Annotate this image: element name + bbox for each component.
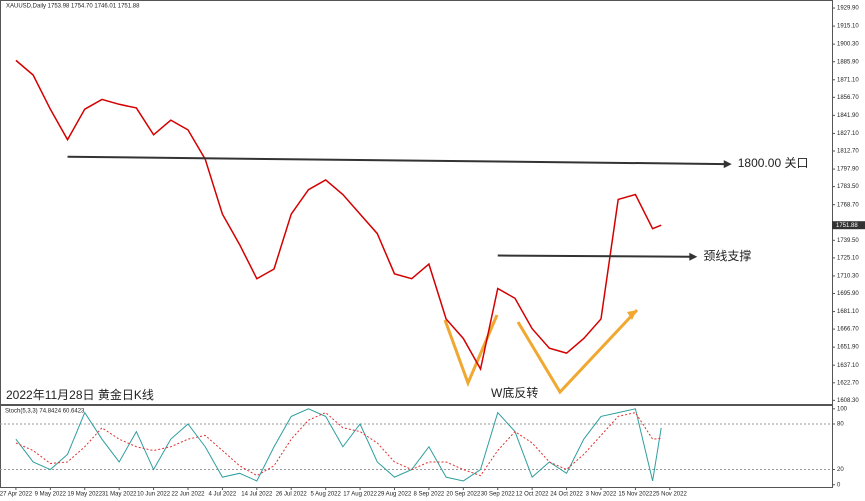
pattern-label: W底反转 (491, 385, 538, 400)
stoch-title: Stoch(5,3,3) 74.8424 60.6423 (5, 409, 85, 415)
y-tick-label: 1915.10 (837, 24, 859, 30)
w-arrowhead (627, 310, 637, 320)
y-tick-label: 1856.70 (837, 95, 859, 101)
last-price-label: 1751.88 (836, 223, 858, 229)
x-tick-label: 31 May 2022 (102, 492, 137, 498)
x-tick-label: 14 Jul 2022 (241, 492, 273, 498)
y-tick-label: 1651.90 (837, 345, 859, 351)
y-tick-label: 1929.90 (837, 6, 859, 12)
y-tick-label: 1841.90 (837, 113, 859, 119)
w-shape-right (516, 308, 639, 395)
annotation-line (67, 155, 726, 166)
stoch-panel (0, 405, 833, 488)
x-tick-label: 3 Nov 2022 (586, 492, 617, 498)
y-tick-label: 100 (837, 406, 848, 412)
y-tick-label: 0 (837, 482, 841, 488)
y-tick-label: 1666.70 (837, 327, 859, 333)
annotation-label: 1800.00 关口 (738, 156, 809, 170)
x-tick-label: 30 Sep 2022 (481, 492, 516, 498)
annotation-line (497, 254, 692, 258)
y-tick-label: 1885.90 (837, 59, 859, 65)
y-tick-label: 1812.70 (837, 149, 859, 155)
x-tick-label: 19 May 2022 (67, 492, 102, 498)
x-tick-label: 22 Jun 2022 (171, 492, 205, 498)
price-panel (0, 0, 833, 405)
chart-title: 2022年11月28日 黄金日K线 (6, 387, 154, 402)
y-tick-label: 1725.10 (837, 255, 859, 261)
x-tick-label: 20 Sep 2022 (446, 492, 481, 498)
x-tick-label: 17 Aug 2022 (343, 492, 377, 498)
x-tick-label: 10 Jun 2022 (137, 492, 171, 498)
y-tick-label: 1622.70 (837, 380, 859, 386)
x-tick-label: 8 Sep 2022 (414, 492, 445, 498)
y-tick-label: 1827.10 (837, 131, 859, 137)
x-tick-label: 4 Jul 2022 (209, 492, 237, 498)
x-tick-label: 9 May 2022 (35, 492, 67, 498)
y-tick-label: 80 (837, 422, 844, 428)
chart-header: XAUUSD,Daily 1753.98 1754.70 1746.01 175… (6, 4, 140, 10)
x-tick-label: 15 Nov 2022 (618, 492, 653, 498)
y-tick-label: 1710.30 (837, 273, 859, 279)
x-tick-label: 29 Aug 2022 (378, 492, 412, 498)
x-tick-label: 26 Jul 2022 (276, 492, 308, 498)
annotation-label: 颈线支撑 (703, 248, 751, 263)
x-tick-label: 12 Oct 2022 (516, 492, 549, 498)
y-tick-label: 1900.30 (837, 42, 859, 48)
y-tick-label: 1681.10 (837, 309, 859, 315)
y-tick-label: 1739.50 (837, 238, 859, 244)
annotation-arrowhead (723, 160, 732, 169)
x-tick-label: 24 Oct 2022 (550, 492, 583, 498)
y-tick-label: 1695.90 (837, 291, 859, 297)
x-tick-label: 25 Nov 2022 (653, 492, 688, 498)
x-tick-label: 27 Apr 2022 (0, 492, 33, 498)
series-line (15, 59, 662, 372)
y-tick-label: 1783.50 (837, 184, 859, 190)
y-tick-label: 1871.10 (837, 77, 859, 83)
y-tick-label: 1637.10 (837, 363, 859, 369)
y-tick-label: 1797.90 (837, 167, 859, 173)
y-tick-label: 1608.30 (837, 398, 859, 404)
y-tick-label: 20 (837, 467, 844, 473)
y-tick-label: 1768.70 (837, 202, 859, 208)
x-tick-label: 5 Aug 2022 (310, 492, 341, 498)
last-price-box (832, 221, 865, 230)
series-line (15, 408, 662, 482)
series-line (15, 412, 662, 477)
annotation-arrowhead (689, 252, 698, 261)
